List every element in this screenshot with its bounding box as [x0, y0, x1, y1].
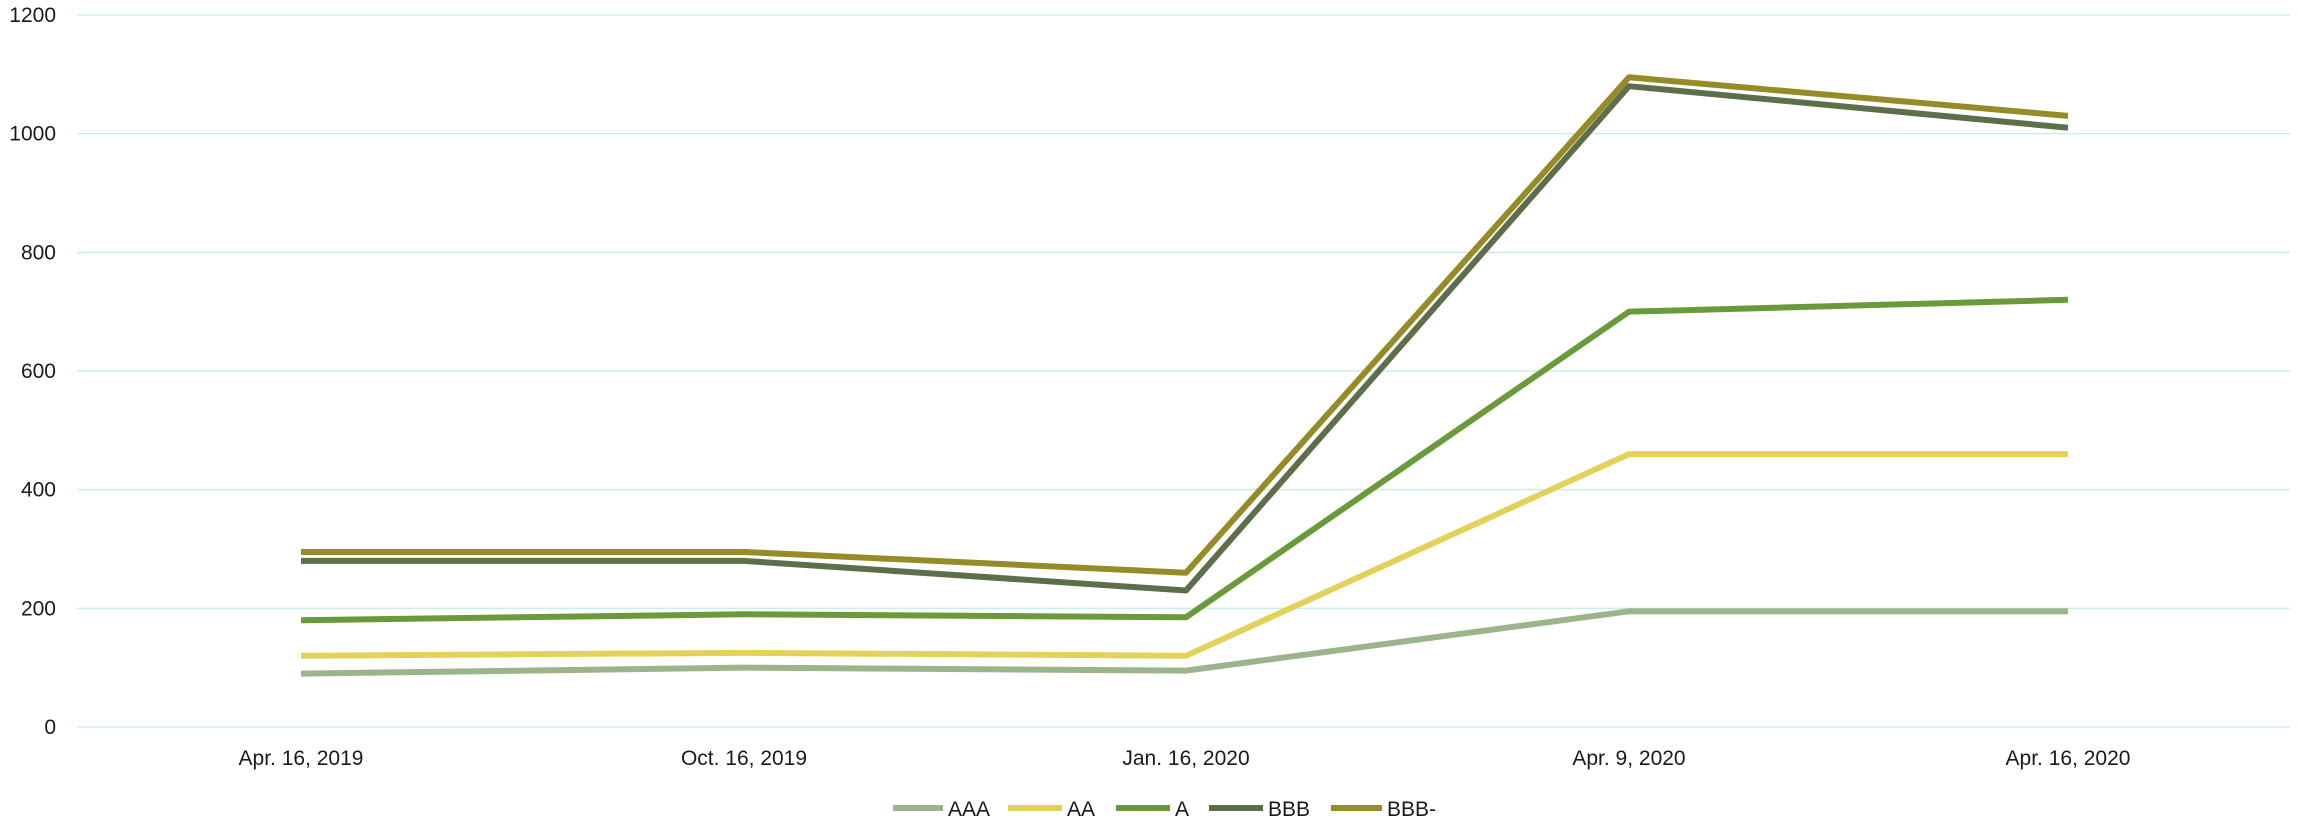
x-tick-label: Apr. 16, 2020 — [2006, 747, 2131, 770]
legend-label: BBB- — [1387, 798, 1436, 819]
x-tick-label: Oct. 16, 2019 — [681, 747, 807, 770]
y-tick-label: 400 — [21, 479, 56, 502]
x-tick-label: Apr. 9, 2020 — [1572, 747, 1685, 770]
gridlines — [77, 14, 2290, 728]
y-tick-label: 600 — [21, 360, 56, 383]
x-tick-label: Jan. 16, 2020 — [1122, 747, 1249, 770]
legend-item: BBB — [1209, 798, 1310, 821]
y-tick-label: 200 — [21, 597, 56, 620]
x-axis-tick-labels: Apr. 16, 2019 Oct. 16, 2019 Jan. 16, 2020 A… — [239, 747, 2131, 770]
legend: AAA AA A BBB BBB- — [893, 798, 1436, 821]
series-line-a — [300, 296, 2069, 624]
series-line-bbb — [301, 83, 2069, 594]
legend-item: BBB- — [1331, 798, 1436, 821]
y-tick-label: 1200 — [9, 4, 56, 27]
series-lines — [300, 74, 2069, 677]
series-line-aaa — [300, 608, 2068, 677]
x-tick-label: Apr. 16, 2019 — [239, 747, 364, 770]
legend-label: A — [1175, 798, 1189, 819]
legend-label: AA — [1067, 798, 1095, 819]
legend-label: BBB — [1268, 798, 1310, 819]
y-axis-tick-labels: 0 200 400 600 800 1000 1200 — [9, 4, 56, 739]
series-line-bbb-minus — [301, 74, 2069, 576]
legend-label: AAA — [948, 798, 990, 819]
y-tick-label: 800 — [21, 241, 56, 264]
series-line-aa — [300, 451, 2068, 659]
legend-item: AAA — [893, 798, 990, 821]
legend-item: A — [1116, 798, 1189, 821]
y-tick-label: 1000 — [9, 123, 56, 146]
y-tick-label: 0 — [44, 716, 56, 739]
legend-item: AA — [1008, 798, 1095, 821]
